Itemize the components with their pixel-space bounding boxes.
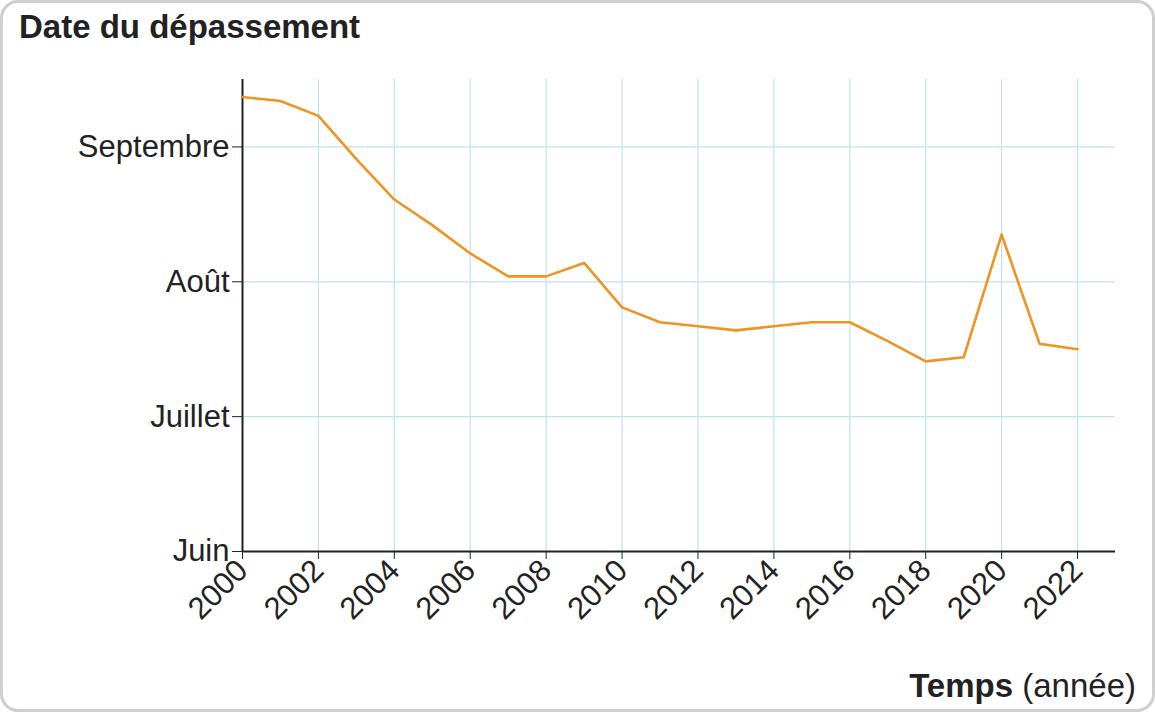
svg-text:Juillet: Juillet xyxy=(150,399,230,434)
svg-text:2014: 2014 xyxy=(712,553,786,627)
svg-text:2018: 2018 xyxy=(864,553,938,627)
svg-text:Août: Août xyxy=(166,264,230,299)
svg-text:2006: 2006 xyxy=(409,553,483,627)
html-text:Temps (année): Temps (année) xyxy=(909,667,1136,704)
svg-text:2008: 2008 xyxy=(485,553,559,627)
svg-text:Septembre: Septembre xyxy=(78,129,230,164)
svg-text:2010: 2010 xyxy=(561,553,635,627)
svg-text:2012: 2012 xyxy=(636,553,710,627)
svg-text:2022: 2022 xyxy=(1016,553,1090,627)
svg-text:2016: 2016 xyxy=(788,553,862,627)
svg-text:2004: 2004 xyxy=(333,553,407,627)
html-text:Date du dépassement: Date du dépassement xyxy=(19,8,361,45)
svg-text:2002: 2002 xyxy=(257,553,331,627)
svg-text:Juin: Juin xyxy=(173,533,230,568)
svg-text:2000: 2000 xyxy=(180,552,255,627)
svg-text:2020: 2020 xyxy=(940,553,1014,627)
